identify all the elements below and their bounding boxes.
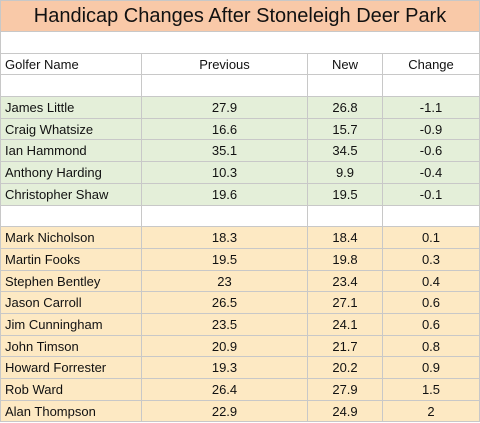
previous-cell[interactable]: 19.3 (142, 357, 308, 379)
new-cell[interactable]: 15.7 (308, 118, 383, 141)
table-row: Martin Fooks 19.5 19.8 0.3 (1, 248, 480, 271)
golfer-name-cell[interactable]: Christopher Shaw (1, 183, 142, 206)
table-row: Ian Hammond 35.1 34.5 -0.6 (1, 140, 480, 163)
previous-cell[interactable]: 19.6 (142, 183, 308, 206)
golfer-name-cell[interactable]: Martin Fooks (1, 248, 142, 271)
new-cell[interactable]: 23.4 (308, 270, 383, 293)
change-cell[interactable]: 0.6 (383, 313, 480, 336)
table-row: Mark Nicholson 18.3 18.4 0.1 (1, 227, 480, 249)
new-cell[interactable]: 20.2 (308, 357, 383, 379)
golfer-name-cell[interactable]: Anthony Harding (1, 162, 142, 184)
header-golfer-name[interactable]: Golfer Name (1, 53, 142, 76)
change-cell[interactable]: 0.4 (383, 270, 480, 293)
change-cell[interactable]: -0.4 (383, 162, 480, 184)
empty-cell[interactable] (1, 205, 142, 228)
empty-cell[interactable] (142, 75, 308, 98)
empty-cell[interactable] (142, 205, 308, 228)
golfer-name-cell[interactable]: Jason Carroll (1, 292, 142, 314)
change-cell[interactable]: 2 (383, 400, 480, 423)
new-cell[interactable]: 27.9 (308, 379, 383, 401)
empty-cell[interactable] (383, 75, 480, 98)
new-cell[interactable]: 24.1 (308, 313, 383, 336)
change-cell[interactable]: 0.8 (383, 335, 480, 358)
previous-cell[interactable]: 26.4 (142, 379, 308, 401)
change-cell[interactable]: 1.5 (383, 379, 480, 401)
new-cell[interactable]: 19.5 (308, 183, 383, 206)
new-cell[interactable]: 26.8 (308, 97, 383, 119)
previous-cell[interactable]: 19.5 (142, 248, 308, 271)
previous-cell[interactable]: 35.1 (142, 140, 308, 163)
table-row: John Timson 20.9 21.7 0.8 (1, 335, 480, 358)
change-cell[interactable]: -0.6 (383, 140, 480, 163)
empty-cell[interactable] (308, 205, 383, 228)
previous-cell[interactable]: 20.9 (142, 335, 308, 358)
previous-cell[interactable]: 16.6 (142, 118, 308, 141)
table-row: Craig Whatsize 16.6 15.7 -0.9 (1, 118, 480, 141)
previous-cell[interactable]: 27.9 (142, 97, 308, 119)
table-row: Jim Cunningham 23.5 24.1 0.6 (1, 313, 480, 336)
previous-cell[interactable]: 10.3 (142, 162, 308, 184)
change-cell[interactable]: 0.3 (383, 248, 480, 271)
empty-cell[interactable] (308, 75, 383, 98)
table-row: Anthony Harding 10.3 9.9 -0.4 (1, 162, 480, 184)
header-row: Golfer Name Previous New Change (1, 53, 480, 76)
golfer-name-cell[interactable]: Howard Forrester (1, 357, 142, 379)
golfer-name-cell[interactable]: Rob Ward (1, 379, 142, 401)
previous-cell[interactable]: 23 (142, 270, 308, 293)
new-cell[interactable]: 9.9 (308, 162, 383, 184)
table-row: Stephen Bentley 23 23.4 0.4 (1, 270, 480, 293)
golfer-name-cell[interactable]: Alan Thompson (1, 400, 142, 423)
empty-cell[interactable] (383, 205, 480, 228)
golfer-name-cell[interactable]: John Timson (1, 335, 142, 358)
change-cell[interactable]: -0.9 (383, 118, 480, 141)
previous-cell[interactable]: 18.3 (142, 227, 308, 249)
change-cell[interactable]: -1.1 (383, 97, 480, 119)
change-cell[interactable]: 0.9 (383, 357, 480, 379)
empty-cell[interactable] (1, 75, 142, 98)
golfer-name-cell[interactable]: Craig Whatsize (1, 118, 142, 141)
golfer-name-cell[interactable]: Ian Hammond (1, 140, 142, 163)
golfer-name-cell[interactable]: Jim Cunningham (1, 313, 142, 336)
table-row: Christopher Shaw 19.6 19.5 -0.1 (1, 183, 480, 206)
header-new[interactable]: New (308, 53, 383, 76)
improved-golfers-group: James Little 27.9 26.8 -1.1 Craig Whatsize 16… (1, 97, 480, 206)
previous-cell[interactable]: 23.5 (142, 313, 308, 336)
golfer-name-cell[interactable]: James Little (1, 97, 142, 119)
change-cell[interactable]: 0.1 (383, 227, 480, 249)
table-row: Howard Forrester 19.3 20.2 0.9 (1, 357, 480, 379)
table-row: James Little 27.9 26.8 -1.1 (1, 97, 480, 119)
previous-cell[interactable]: 26.5 (142, 292, 308, 314)
golfer-name-cell[interactable]: Stephen Bentley (1, 270, 142, 293)
table-row: Jason Carroll 26.5 27.1 0.6 (1, 292, 480, 314)
blank-row (1, 205, 480, 228)
new-cell[interactable]: 18.4 (308, 227, 383, 249)
new-cell[interactable]: 24.9 (308, 400, 383, 423)
header-previous[interactable]: Previous (142, 53, 308, 76)
sheet-title[interactable]: Handicap Changes After Stoneleigh Deer P… (1, 1, 480, 32)
change-cell[interactable]: 0.6 (383, 292, 480, 314)
new-cell[interactable]: 34.5 (308, 140, 383, 163)
table-row: Alan Thompson 22.9 24.9 2 (1, 400, 480, 423)
blank-row[interactable] (1, 32, 480, 54)
worsened-golfers-group: Mark Nicholson 18.3 18.4 0.1 Martin Fooks 19.… (1, 227, 480, 423)
header-change[interactable]: Change (383, 53, 480, 76)
change-cell[interactable]: -0.1 (383, 183, 480, 206)
previous-cell[interactable]: 22.9 (142, 400, 308, 423)
table-row: Rob Ward 26.4 27.9 1.5 (1, 379, 480, 401)
golfer-name-cell[interactable]: Mark Nicholson (1, 227, 142, 249)
blank-row (1, 75, 480, 98)
new-cell[interactable]: 21.7 (308, 335, 383, 358)
new-cell[interactable]: 27.1 (308, 292, 383, 314)
new-cell[interactable]: 19.8 (308, 248, 383, 271)
